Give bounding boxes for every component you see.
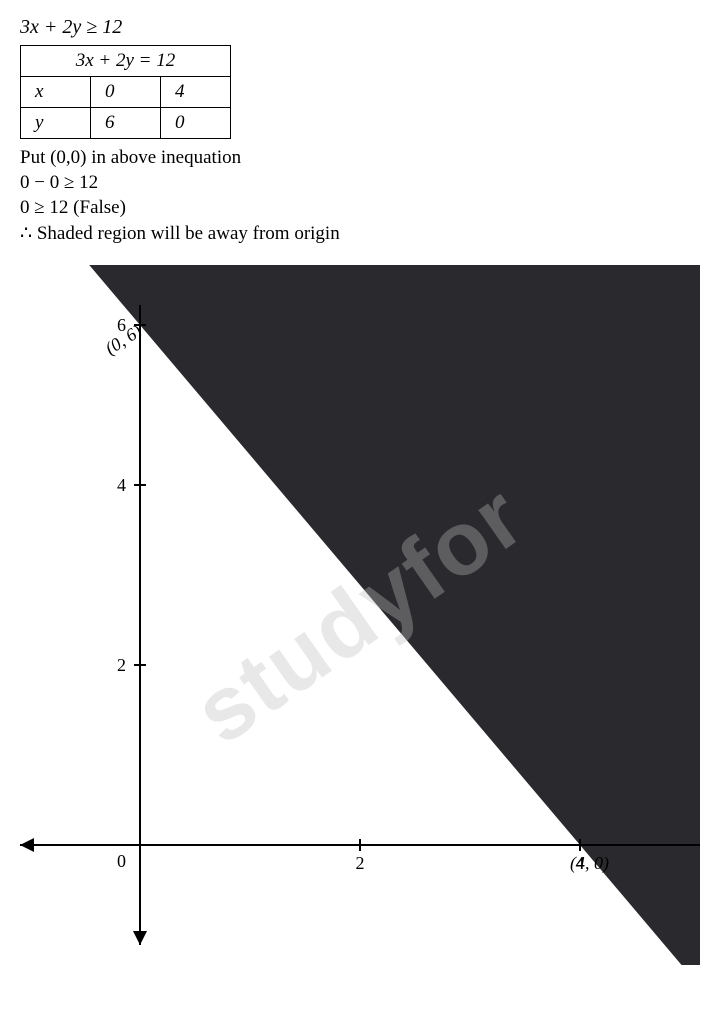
table-cell: 0: [91, 77, 161, 108]
table-equation: 3x + 2y = 12: [21, 46, 231, 77]
table-cell: 0: [161, 108, 231, 139]
table-row-label: x: [21, 77, 91, 108]
inequality-graph: 246240(0, 6)(4, 0): [20, 265, 700, 965]
value-table: 3x + 2y = 12 x 0 4 y 6 0: [20, 45, 231, 139]
y-tick-label: 4: [117, 475, 126, 495]
text-line-1: Put (0,0) in above inequation: [20, 147, 700, 169]
text-line-2: 0 − 0 ≥ 12: [20, 172, 700, 194]
text-line-4: ∴ Shaded region will be away from origin: [20, 222, 700, 245]
y-axis-arrow-down: [133, 931, 147, 945]
origin-label: 0: [117, 851, 126, 871]
x-tick-label: 2: [356, 853, 365, 873]
text-line-3: 0 ≥ 12 (False): [20, 197, 700, 219]
y-tick-label: 2: [117, 655, 126, 675]
inequality-line: 3x + 2y ≥ 12: [20, 16, 700, 39]
table-cell: 6: [91, 108, 161, 139]
table-cell: 4: [161, 77, 231, 108]
table-row-label: y: [21, 108, 91, 139]
point-label-4-0: (4, 0): [570, 853, 609, 874]
x-axis-arrow-left: [20, 838, 34, 852]
graph-container: studyfor 246240(0, 6)(4, 0): [20, 265, 700, 965]
